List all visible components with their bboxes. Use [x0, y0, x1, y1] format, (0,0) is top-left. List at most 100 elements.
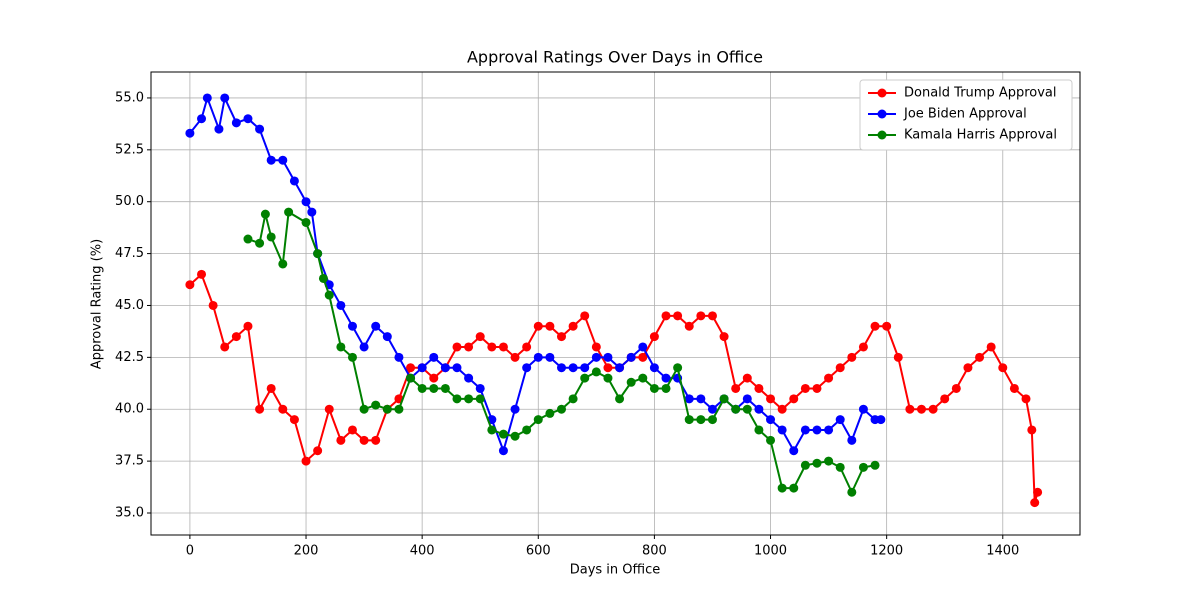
x-tick-label: 1200	[870, 544, 903, 559]
point	[800, 460, 810, 470]
point	[307, 207, 317, 217]
point	[1027, 425, 1037, 435]
point	[452, 363, 462, 373]
line	[247, 210, 876, 495]
point	[696, 415, 706, 425]
point	[707, 311, 717, 321]
point	[858, 462, 868, 472]
point	[649, 363, 659, 373]
point	[661, 373, 671, 383]
point	[475, 383, 485, 393]
point	[777, 425, 787, 435]
point	[347, 321, 357, 331]
point	[359, 342, 369, 352]
point	[394, 352, 404, 362]
point	[429, 373, 439, 383]
point	[824, 456, 834, 466]
legend-marker	[877, 109, 887, 119]
point	[371, 321, 381, 331]
point	[429, 383, 439, 393]
point	[243, 234, 253, 244]
point	[777, 483, 787, 493]
point	[498, 429, 508, 439]
point	[301, 197, 311, 207]
point	[742, 373, 752, 383]
point	[835, 363, 845, 373]
point	[638, 342, 648, 352]
point	[545, 321, 555, 331]
point	[382, 404, 392, 414]
line	[189, 94, 881, 454]
point	[243, 114, 253, 124]
point	[214, 124, 224, 134]
point	[916, 404, 926, 414]
point	[847, 435, 857, 445]
point	[359, 435, 369, 445]
point	[951, 383, 961, 393]
point	[603, 373, 613, 383]
x-axis-label: Days in Office	[570, 563, 661, 578]
point	[301, 456, 311, 466]
point	[464, 342, 474, 352]
point	[789, 394, 799, 404]
point	[696, 311, 706, 321]
y-tick-label: 45.0	[115, 298, 144, 313]
point	[289, 176, 299, 186]
point	[452, 342, 462, 352]
x-tick-label: 0	[186, 544, 194, 559]
point	[475, 332, 485, 342]
point	[202, 93, 212, 103]
point	[406, 373, 416, 383]
point	[220, 93, 230, 103]
point	[638, 352, 648, 362]
point	[661, 383, 671, 393]
point	[824, 373, 834, 383]
point	[603, 352, 613, 362]
point	[719, 394, 729, 404]
point	[498, 446, 508, 456]
point	[301, 217, 311, 227]
legend-label: Donald Trump Approval	[904, 86, 1057, 101]
x-tick-label: 1000	[754, 544, 787, 559]
point	[893, 352, 903, 362]
point	[278, 259, 288, 269]
point	[673, 363, 683, 373]
point	[719, 332, 729, 342]
point	[266, 155, 276, 165]
x-tick-label: 600	[526, 544, 551, 559]
legend-marker	[877, 130, 887, 140]
point	[284, 207, 294, 217]
point	[661, 311, 671, 321]
point	[429, 352, 439, 362]
point	[394, 404, 404, 414]
point	[255, 404, 265, 414]
point	[452, 394, 462, 404]
point	[255, 124, 265, 134]
y-tick-label: 55.0	[115, 90, 144, 105]
point	[707, 404, 717, 414]
point	[440, 363, 450, 373]
point	[498, 342, 508, 352]
point	[858, 342, 868, 352]
x-tick-label: 400	[410, 544, 435, 559]
point	[243, 321, 253, 331]
point	[870, 460, 880, 470]
point	[371, 435, 381, 445]
point	[998, 363, 1008, 373]
point	[278, 155, 288, 165]
point	[487, 425, 497, 435]
y-tick-label: 52.5	[115, 142, 144, 157]
point	[789, 446, 799, 456]
series	[185, 93, 886, 456]
point	[1021, 394, 1031, 404]
series	[243, 207, 880, 497]
point	[1009, 383, 1019, 393]
point	[812, 458, 822, 468]
chart-title: Approval Ratings Over Days in Office	[467, 48, 763, 67]
point	[278, 404, 288, 414]
point	[882, 321, 892, 331]
point	[522, 425, 532, 435]
point	[1030, 498, 1040, 508]
point	[766, 394, 776, 404]
